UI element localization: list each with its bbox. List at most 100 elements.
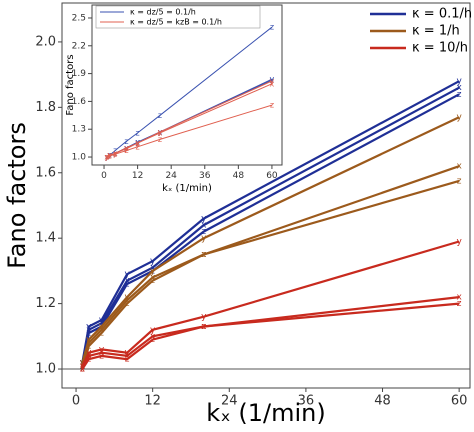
point-marker: y xyxy=(86,335,92,345)
point-marker: y xyxy=(456,113,462,123)
point-marker: x xyxy=(107,151,112,160)
point-marker: z xyxy=(105,153,109,162)
y-tick-label: 1.0 xyxy=(35,362,56,377)
x-axis-label: kₓ (1/min) xyxy=(162,183,212,194)
y-tick-label: 2.2 xyxy=(72,41,86,51)
point-marker: z xyxy=(457,90,462,100)
x-tick-label: 36 xyxy=(199,171,211,181)
point-marker: x xyxy=(99,319,105,329)
point-marker: y xyxy=(124,348,130,358)
point-marker: y xyxy=(150,325,156,335)
y-tick-label: 1.6 xyxy=(72,97,87,107)
point-marker: z xyxy=(113,150,117,159)
point-marker: z xyxy=(125,279,130,289)
point-marker: x xyxy=(150,273,156,283)
point-marker: z xyxy=(80,365,85,375)
series-line xyxy=(81,179,460,370)
y-tick-label: 1.0 xyxy=(72,153,87,163)
point-marker: z xyxy=(201,227,206,237)
point-marker: x xyxy=(456,293,462,303)
point-marker: x xyxy=(80,365,86,375)
series-line xyxy=(81,80,460,363)
point-marker: y xyxy=(124,293,130,303)
series-line xyxy=(81,240,460,367)
point-marker: y xyxy=(124,143,129,152)
x-tick-label: 0 xyxy=(72,394,80,409)
point-marker: z xyxy=(158,135,162,144)
point-marker: y xyxy=(99,322,105,332)
point-marker: y xyxy=(456,77,462,87)
point-marker: x xyxy=(99,325,105,335)
point-marker: z xyxy=(124,137,128,146)
point-marker: x xyxy=(456,83,462,93)
point-marker: x xyxy=(99,348,105,358)
point-marker: y xyxy=(201,234,207,244)
y-tick-label: 2.5 xyxy=(72,13,86,23)
point-marker: z xyxy=(86,329,91,339)
point-marker: z xyxy=(158,111,162,120)
x-tick-label: 0 xyxy=(101,171,107,181)
point-marker: z xyxy=(125,299,130,309)
point-marker: x xyxy=(86,338,92,348)
point-marker: z xyxy=(457,299,462,309)
point-marker: x xyxy=(270,79,275,88)
x-tick-label: 24 xyxy=(221,394,238,409)
point-marker: y xyxy=(270,75,275,84)
y-tick-label: 1.9 xyxy=(72,69,87,79)
series-line xyxy=(106,104,273,158)
point-marker: z xyxy=(99,329,104,339)
legend-label: κ = dz/5 = 0.1/h xyxy=(130,8,196,17)
point-marker: z xyxy=(125,355,130,365)
point-marker: x xyxy=(135,138,140,147)
point-marker: x xyxy=(124,296,130,306)
point-marker: x xyxy=(270,76,275,85)
point-marker: z xyxy=(108,152,112,161)
point-marker: z xyxy=(201,322,206,332)
point-marker: x xyxy=(86,351,92,361)
series-line xyxy=(81,93,460,367)
point-marker: x xyxy=(86,325,92,335)
point-marker: y xyxy=(150,266,156,276)
point-marker: z xyxy=(150,276,155,286)
point-marker: y xyxy=(150,257,156,267)
point-marker: z xyxy=(80,365,85,375)
point-marker: x xyxy=(135,139,140,148)
point-marker: z xyxy=(136,142,140,151)
series-line xyxy=(81,302,460,370)
point-marker: y xyxy=(86,348,92,358)
point-marker: x xyxy=(124,144,129,153)
point-marker: y xyxy=(99,315,105,325)
point-marker: y xyxy=(270,77,275,86)
point-marker: x xyxy=(150,263,156,273)
x-tick-label: 36 xyxy=(298,394,315,409)
y-tick-label: 1.4 xyxy=(35,231,56,246)
series-line xyxy=(81,86,460,366)
y-tick-label: 1.2 xyxy=(35,296,56,311)
x-axis-label: kₓ (1/min) xyxy=(206,399,326,427)
y-axis-label: Fano factors xyxy=(3,122,31,269)
point-marker: x xyxy=(124,276,130,286)
point-marker: z xyxy=(150,335,155,345)
point-marker: z xyxy=(270,101,274,110)
point-marker: z xyxy=(270,23,274,32)
y-axis-label: Fano factors xyxy=(65,54,76,115)
point-marker: x xyxy=(124,351,130,361)
point-marker: y xyxy=(456,237,462,247)
point-marker: z xyxy=(201,250,206,260)
legend-label: κ = dz/5 = kzB = 0.1/h xyxy=(130,18,222,27)
x-tick-label: 12 xyxy=(144,394,161,409)
point-marker: x xyxy=(201,221,207,231)
x-tick-label: 12 xyxy=(132,171,143,181)
point-marker: y xyxy=(201,214,207,224)
point-marker: z xyxy=(86,355,91,365)
point-marker: x xyxy=(113,149,118,158)
point-marker: y xyxy=(124,270,130,280)
point-marker: z xyxy=(124,146,128,155)
x-tick-label: 60 xyxy=(266,171,278,181)
point-marker: y xyxy=(201,312,207,322)
x-tick-label: 24 xyxy=(165,171,177,181)
y-tick-label: 1.6 xyxy=(35,165,56,180)
plot-area xyxy=(91,4,283,166)
x-tick-label: 48 xyxy=(233,171,245,181)
